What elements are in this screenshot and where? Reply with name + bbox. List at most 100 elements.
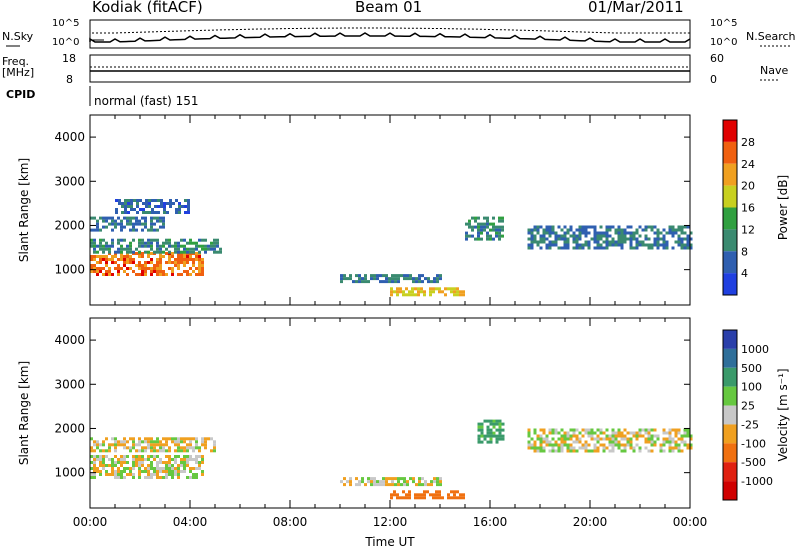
heatmap-cell: [138, 250, 141, 254]
heatmap-cell: [548, 449, 552, 453]
heatmap-cell: [129, 449, 132, 453]
heatmap-cell: [99, 443, 102, 447]
heatmap-cell: [364, 483, 367, 487]
heatmap-cell: [186, 258, 189, 261]
heatmap-cell: [611, 225, 615, 229]
heatmap-cell: [114, 250, 117, 254]
heatmap-cell: [187, 205, 190, 208]
heatmap-cell: [477, 225, 480, 229]
heatmap-cell: [533, 446, 537, 450]
heatmap-cell: [183, 258, 186, 261]
heatmap-cell: [608, 437, 612, 441]
heatmap-cell: [554, 449, 558, 453]
heatmap-cell: [638, 431, 642, 435]
heatmap-cell: [198, 270, 201, 273]
heatmap-cell: [93, 440, 96, 444]
heatmap-cell: [590, 434, 594, 438]
heatmap-cell: [120, 455, 123, 458]
heatmap-cell: [216, 250, 219, 254]
heatmap-cell: [566, 243, 570, 247]
heatmap-cell: [674, 240, 678, 244]
heatmap-cell: [177, 449, 180, 453]
heatmap-cell: [367, 477, 370, 481]
heatmap-cell: [674, 443, 678, 447]
heatmap-cell: [150, 461, 153, 464]
heatmap-cell: [611, 443, 615, 447]
heatmap-cell: [444, 287, 447, 291]
heatmap-cell: [605, 446, 609, 450]
heatmap-cell: [175, 199, 178, 202]
heatmap-cell: [436, 477, 439, 481]
heatmap-cell: [120, 440, 123, 444]
heatmap-cell: [111, 255, 114, 258]
heatmap-cell: [132, 473, 135, 476]
heatmap-cell: [677, 449, 681, 453]
heatmap-cell: [123, 470, 126, 473]
heatmap-cell: [626, 443, 630, 447]
heatmap-cell: [638, 225, 642, 229]
heatmap-cell: [132, 461, 135, 464]
heatmap-cell: [477, 237, 480, 241]
heatmap-cell: [563, 246, 567, 250]
heatmap-cell: [405, 287, 408, 291]
heatmap-cell: [629, 240, 633, 244]
heatmap-cell: [412, 280, 415, 284]
heatmap-cell: [171, 261, 174, 264]
heatmap-cell: [111, 258, 114, 261]
heatmap-cell: [102, 216, 105, 220]
heatmap-cell: [90, 467, 93, 470]
heatmap-cell: [150, 473, 153, 476]
heatmap-cell: [147, 267, 150, 270]
heatmap-cell: [187, 208, 190, 211]
heatmap-cell: [99, 473, 102, 476]
heatmap-cell: [132, 225, 135, 229]
heatmap-cell: [130, 205, 133, 208]
heatmap-cell: [662, 228, 666, 232]
heatmap-cell: [349, 277, 352, 281]
heatmap-cell: [138, 455, 141, 458]
heatmap-cell: [180, 437, 183, 441]
heatmap-cell: [391, 480, 394, 484]
heatmap-cell: [180, 238, 183, 242]
heatmap-cell: [174, 250, 177, 254]
heatmap-cell: [174, 244, 177, 248]
heatmap-cell: [138, 449, 141, 453]
heatmap-cell: [430, 480, 433, 484]
y-axis-label: Slant Range [km]: [17, 361, 31, 465]
heatmap-cell: [569, 428, 573, 432]
heatmap-cell: [102, 461, 105, 464]
heatmap-cell: [108, 222, 111, 226]
heatmap-cell: [139, 208, 142, 211]
heatmap-cell: [169, 199, 172, 202]
heatmap-cell: [147, 250, 150, 254]
heatmap-cell: [114, 470, 117, 473]
heatmap-cell: [361, 477, 364, 481]
heatmap-cell: [90, 228, 93, 232]
heatmap-cell: [641, 240, 645, 244]
heatmap-cell: [656, 437, 660, 441]
heatmap-cell: [671, 428, 675, 432]
heatmap-cell: [421, 477, 424, 481]
heatmap-cell: [114, 446, 117, 450]
heatmap-cell: [138, 219, 141, 223]
heatmap-cell: [117, 476, 120, 479]
heatmap-cell: [189, 437, 192, 441]
heatmap-cell: [587, 231, 591, 235]
heatmap-cell: [557, 225, 561, 229]
heatmap-cell: [480, 225, 483, 229]
heatmap-cell: [135, 247, 138, 251]
heatmap-cell: [388, 483, 391, 487]
noise-tick-low-right: 10^0: [710, 37, 738, 48]
heatmap-cell: [662, 243, 666, 247]
heatmap-cell: [141, 449, 144, 453]
heatmap-cell: [489, 422, 493, 426]
heatmap-cell: [611, 243, 615, 247]
heatmap-cell: [545, 237, 549, 241]
heatmap-cell: [483, 434, 487, 438]
heatmap-cell: [433, 477, 436, 481]
heatmap-cell: [376, 480, 379, 484]
heatmap-cell: [659, 237, 663, 241]
heatmap-cell: [647, 434, 651, 438]
heatmap-cell: [108, 216, 111, 220]
cpid-label: CPID: [6, 88, 36, 101]
